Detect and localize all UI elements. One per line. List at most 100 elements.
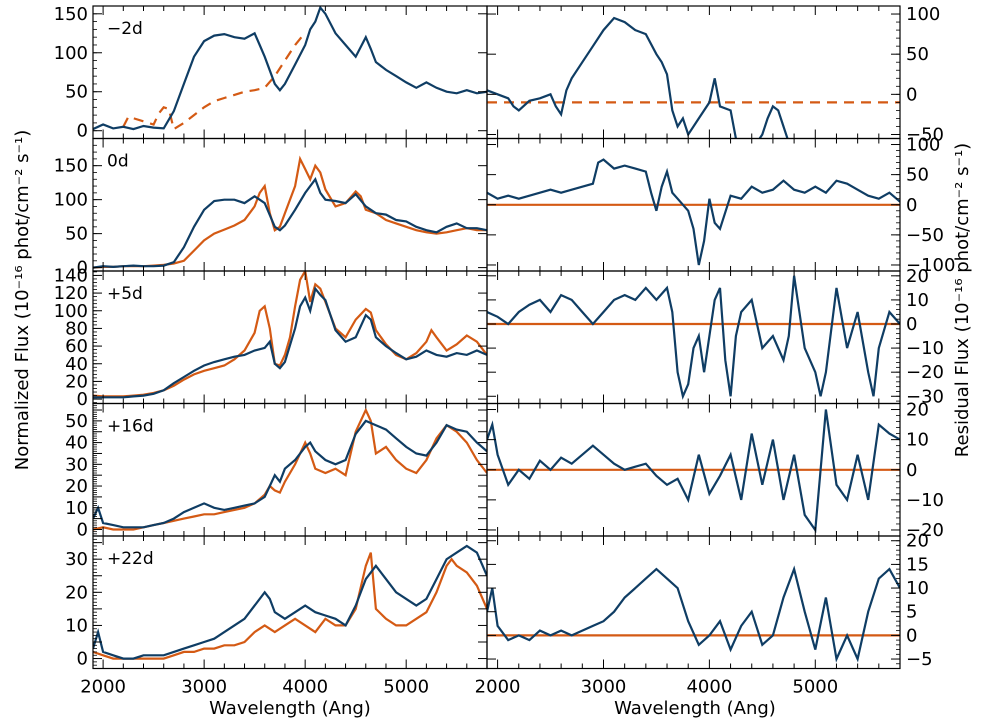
y-tick-label: 140: [54, 265, 88, 286]
y-tick-label: 20: [65, 476, 88, 497]
plot-area: [487, 275, 900, 400]
x-tick-label: 3000: [581, 677, 627, 698]
y-tick-label: 0: [906, 314, 917, 335]
plot-area: [93, 155, 487, 269]
y-tick-label: 80: [65, 318, 88, 339]
y-tick-label: 0: [77, 389, 88, 410]
y-tick-label: −30: [906, 386, 944, 407]
y-tick-label: 10: [906, 578, 929, 599]
y-tick-label: 50: [906, 44, 929, 65]
model-series-line: [122, 31, 307, 131]
x-tick-label: 5000: [792, 677, 838, 698]
y-tick-label: 30: [65, 549, 88, 570]
y-tick-label: 20: [906, 400, 929, 421]
model-series-line: [93, 271, 487, 398]
y-tick-label: 50: [65, 82, 88, 103]
epoch-label: +22d: [107, 549, 154, 569]
y-tick-label: 30: [65, 454, 88, 475]
y-tick-label: −20: [906, 362, 944, 383]
x-tick-label: 2000: [80, 677, 126, 698]
model-series-line: [93, 552, 487, 660]
y-tick-label: 10: [65, 498, 88, 519]
plot-area: [93, 544, 487, 660]
panel-2-right: −100 −50 0 50 100: [486, 135, 955, 276]
observed-series-line: [487, 565, 900, 663]
panel-frame: [92, 137, 488, 272]
observed-series-line: [93, 177, 487, 269]
x-axis-title-right: Wavelength (Ang): [614, 698, 776, 719]
panel-3-right: −30 −20 −10 0 10 20: [486, 266, 944, 407]
epoch-label: +16d: [107, 417, 154, 437]
observed-series-line: [93, 419, 487, 529]
y-tick-label: −50: [906, 124, 944, 145]
observed-series-line: [93, 544, 487, 660]
y-tick-label: 60: [65, 336, 88, 357]
plot-area: [487, 158, 900, 266]
y-tick-label: 5: [906, 602, 917, 623]
y-tick-label: 120: [54, 283, 88, 304]
panel-1-right: −50 0 50 100: [486, 4, 944, 145]
right-y-axis-title: Residual Flux (10⁻¹⁶ phot/cm⁻² s⁻¹): [952, 143, 973, 457]
y-tick-label: 100: [906, 135, 940, 156]
y-tick-label: 100: [906, 4, 940, 25]
plot-area: [93, 407, 487, 531]
y-tick-label: −10: [906, 490, 944, 511]
x-axis-title-left: Wavelength (Ang): [209, 698, 371, 719]
y-tick-label: 20: [906, 531, 929, 552]
observed-series-line: [93, 286, 487, 399]
observed-series-line: [487, 158, 900, 266]
observed-series-line: [487, 16, 789, 139]
y-tick-label: 20: [906, 266, 929, 287]
y-tick-label: 100: [54, 301, 88, 322]
y-tick-label: 10: [65, 615, 88, 636]
panel-frame: [486, 535, 901, 670]
y-tick-label: 150: [54, 156, 88, 177]
y-tick-label: 0: [77, 121, 88, 142]
y-tick-label: 150: [54, 4, 88, 25]
panel-4-right: −20 −10 0 10 20: [486, 400, 944, 541]
epoch-label: +5d: [107, 284, 143, 304]
y-tick-label: −20: [906, 520, 944, 541]
y-tick-label: −50: [906, 225, 944, 246]
y-tick-label: 40: [65, 433, 88, 454]
y-tick-label: 0: [906, 84, 917, 105]
y-tick-label: 40: [65, 354, 88, 375]
x-tick-label: 2000: [475, 677, 521, 698]
observed-series-line: [93, 6, 487, 131]
observed-series-line: [487, 409, 900, 534]
y-tick-label: 100: [54, 190, 88, 211]
y-tick-label: −5: [906, 649, 933, 670]
y-tick-label: 100: [54, 43, 88, 64]
plot-area: [487, 409, 900, 534]
epoch-label: −2d: [107, 19, 143, 39]
y-tick-label: −100: [906, 255, 955, 276]
y-tick-label: 0: [77, 258, 88, 279]
y-tick-label: 0: [906, 625, 917, 646]
panel-2-left: 0 50 100 150: [54, 137, 488, 279]
y-tick-label: −10: [906, 338, 944, 359]
y-tick-label: 50: [65, 411, 88, 432]
y-tick-label: 10: [906, 290, 929, 311]
plot-area: [487, 16, 900, 139]
x-tick-label: 3000: [181, 677, 227, 698]
y-tick-label: 10: [906, 430, 929, 451]
model-series-line: [93, 155, 487, 269]
observed-series-line: [487, 275, 900, 400]
y-tick-label: 0: [77, 519, 88, 540]
x-tick-label: 4000: [686, 677, 732, 698]
y-tick-label: 50: [906, 165, 929, 186]
panel-grid: 050100150−50050100−2d050100150−100−50050…: [54, 4, 956, 698]
x-tick-label: 4000: [282, 677, 328, 698]
x-tick-label: 5000: [383, 677, 429, 698]
left-y-axis-title: Normalized Flux (10⁻¹⁶ phot/cm⁻² s⁻¹): [12, 130, 33, 470]
y-tick-label: 50: [65, 224, 88, 245]
y-tick-label: 0: [77, 649, 88, 670]
y-tick-label: 0: [906, 460, 917, 481]
epoch-label: 0d: [107, 152, 129, 172]
y-tick-label: 15: [906, 554, 929, 575]
plot-area: [487, 565, 900, 663]
y-tick-label: 20: [65, 371, 88, 392]
